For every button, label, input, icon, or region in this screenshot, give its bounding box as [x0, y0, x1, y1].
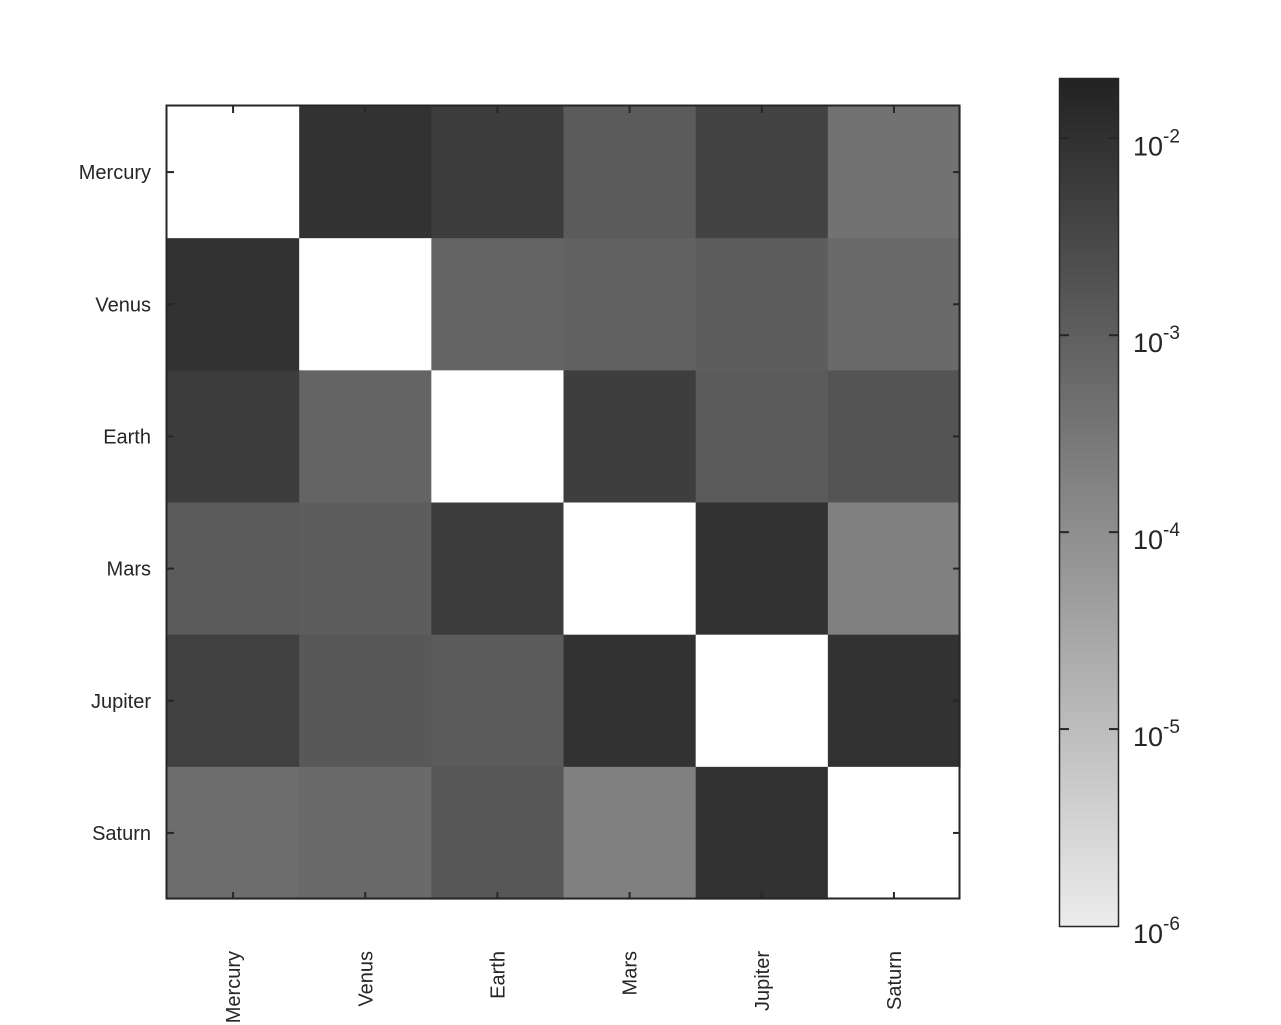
x-tick-label-earth: Earth	[487, 951, 509, 999]
heatmap-cell-saturn-saturn	[827, 766, 961, 900]
heatmap-cell-earth-earth	[431, 370, 565, 504]
heatmap-cell-jupiter-earth	[431, 634, 565, 768]
y-tick-label-mercury: Mercury	[79, 162, 151, 184]
heatmap-cell-mars-earth	[431, 502, 565, 636]
heatmap-cell-mars-mercury	[167, 502, 300, 636]
heatmap-cell-mars-saturn	[827, 502, 961, 636]
x-tick-label-saturn: Saturn	[884, 951, 906, 1010]
heatmap-cells	[167, 106, 961, 900]
heatmap-cell-earth-mars	[563, 370, 697, 504]
heatmap-cell-mercury-venus	[299, 106, 432, 239]
axis-ticks	[167, 106, 961, 900]
y-tick-label-saturn: Saturn	[92, 823, 151, 845]
heatmap-cell-mercury-mercury	[167, 106, 300, 239]
x-tick-label-mars: Mars	[620, 951, 642, 995]
colorbar-tick-label: 10-4	[1133, 520, 1180, 555]
heatmap-cell-mercury-saturn	[827, 106, 961, 239]
y-tick-label-jupiter: Jupiter	[91, 691, 151, 713]
heatmap-cell-mars-venus	[299, 502, 432, 636]
heatmap-cell-venus-earth	[431, 238, 565, 371]
heatmap-cell-earth-mercury	[167, 370, 300, 504]
plot-frame	[165, 104, 961, 900]
colorbar	[1058, 77, 1120, 928]
y-tick-labels: Mercury Venus Earth Mars Jupiter Saturn	[79, 162, 152, 845]
heatmap-cell-jupiter-saturn	[827, 634, 961, 768]
heatmap-cell-saturn-mercury	[167, 766, 300, 900]
heatmap-cell-saturn-earth	[431, 766, 565, 900]
heatmap-cell-saturn-venus	[299, 766, 432, 900]
heatmap-cell-saturn-mars	[563, 766, 697, 900]
heatmap-cell-jupiter-jupiter	[695, 634, 829, 768]
colorbar-tick-label: 10-2	[1133, 126, 1180, 161]
heatmap-cell-venus-mercury	[167, 238, 300, 371]
x-tick-label-venus: Venus	[355, 951, 377, 1007]
x-tick-label-mercury: Mercury	[223, 951, 245, 1023]
heatmap-cell-jupiter-mercury	[167, 634, 300, 768]
heatmap-cell-earth-jupiter	[695, 370, 829, 504]
heatmap-cell-jupiter-mars	[563, 634, 697, 768]
colorbar-ticks: 10-2 10-3 10-4 10-5 10-6	[1060, 126, 1180, 949]
heatmap-cell-mars-mars	[563, 502, 697, 636]
heatmap-cell-venus-saturn	[827, 238, 961, 371]
heatmap-cell-earth-venus	[299, 370, 432, 504]
y-tick-label-earth: Earth	[103, 426, 151, 448]
heatmap-cell-jupiter-venus	[299, 634, 432, 768]
heatmap-cell-earth-saturn	[827, 370, 961, 504]
heatmap-cell-mercury-earth	[431, 106, 565, 239]
heatmap-cell-venus-mars	[563, 238, 697, 371]
colorbar-tick-label: 10-3	[1133, 323, 1180, 358]
heatmap-cell-mercury-jupiter	[695, 106, 829, 239]
colorbar-tick-label: 10-5	[1133, 717, 1180, 752]
heatmap-cell-mars-jupiter	[695, 502, 829, 636]
heatmap-cell-mercury-mars	[563, 106, 697, 239]
colorbar-tick-label: 10-6	[1133, 914, 1180, 949]
heatmap-cell-saturn-jupiter	[695, 766, 829, 900]
x-tick-labels: Mercury Venus Earth Mars Jupiter Saturn	[223, 951, 906, 1024]
y-tick-label-venus: Venus	[95, 294, 151, 316]
y-tick-label-mars: Mars	[107, 559, 151, 581]
heatmap-cell-venus-venus	[299, 238, 432, 371]
heatmap-cell-venus-jupiter	[695, 238, 829, 371]
x-tick-label-jupiter: Jupiter	[752, 951, 774, 1011]
